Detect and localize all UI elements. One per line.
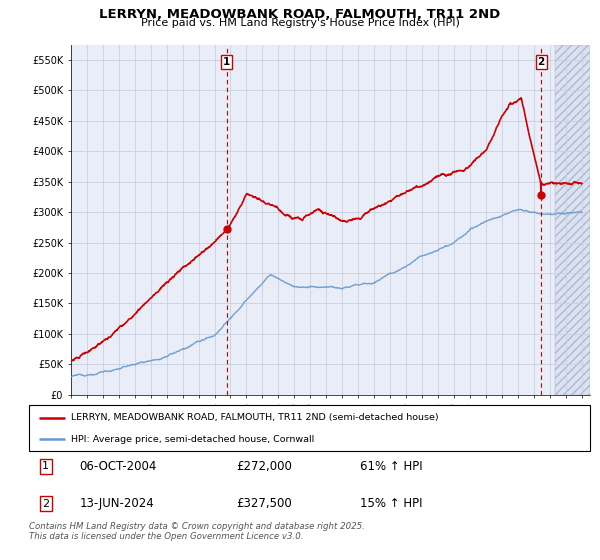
Text: HPI: Average price, semi-detached house, Cornwall: HPI: Average price, semi-detached house,… [71,435,314,444]
Bar [554,45,590,395]
Text: LERRYN, MEADOWBANK ROAD, FALMOUTH, TR11 2ND (semi-detached house): LERRYN, MEADOWBANK ROAD, FALMOUTH, TR11 … [71,413,439,422]
Text: LERRYN, MEADOWBANK ROAD, FALMOUTH, TR11 2ND: LERRYN, MEADOWBANK ROAD, FALMOUTH, TR11 … [100,8,500,21]
Text: £272,000: £272,000 [236,460,292,473]
Text: £327,500: £327,500 [236,497,292,510]
Text: Contains HM Land Registry data © Crown copyright and database right 2025.
This d: Contains HM Land Registry data © Crown c… [29,522,365,542]
Bar [554,45,590,395]
Text: 15% ↑ HPI: 15% ↑ HPI [360,497,422,510]
Text: 1: 1 [223,57,230,67]
Text: 1: 1 [42,461,49,472]
Text: 2: 2 [42,499,49,509]
Text: 61% ↑ HPI: 61% ↑ HPI [360,460,422,473]
Text: 2: 2 [538,57,545,67]
Text: 13-JUN-2024: 13-JUN-2024 [79,497,154,510]
Text: Price paid vs. HM Land Registry's House Price Index (HPI): Price paid vs. HM Land Registry's House … [140,18,460,29]
Text: 06-OCT-2004: 06-OCT-2004 [79,460,157,473]
